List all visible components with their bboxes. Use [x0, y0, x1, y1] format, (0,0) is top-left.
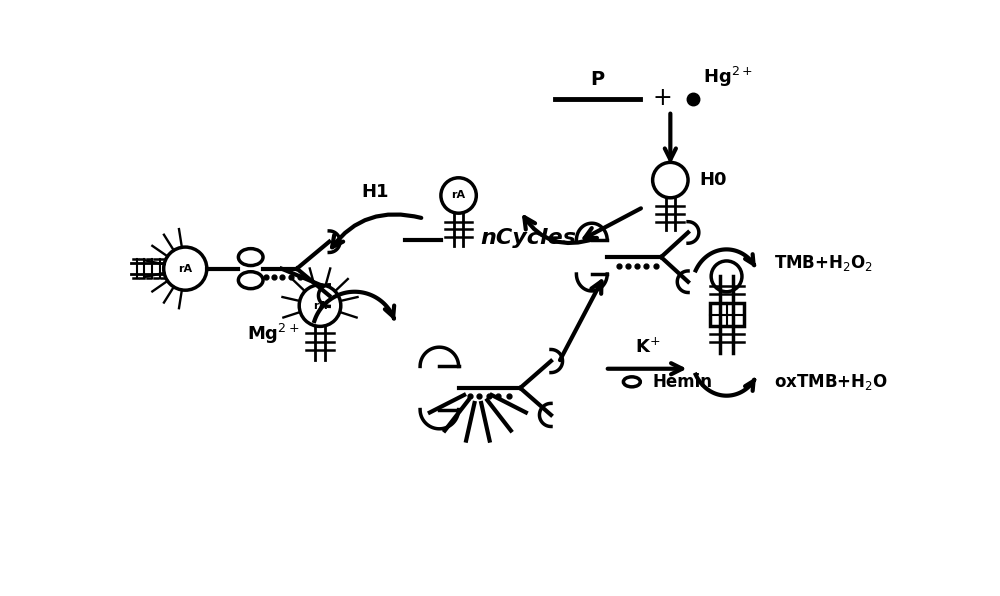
Text: Hg$^{2+}$: Hg$^{2+}$ [703, 65, 753, 89]
Text: H0: H0 [700, 171, 727, 189]
Text: Mg$^{2+}$: Mg$^{2+}$ [247, 322, 300, 346]
Text: Hemin: Hemin [653, 373, 713, 391]
Text: TMB+H$_2$O$_2$: TMB+H$_2$O$_2$ [774, 253, 873, 273]
Text: rA: rA [313, 300, 327, 311]
Text: P: P [590, 70, 604, 89]
Text: H1: H1 [362, 182, 389, 201]
Text: rA: rA [452, 191, 466, 200]
Text: +: + [653, 86, 673, 110]
Text: rA: rA [178, 263, 192, 274]
Bar [710, 303, 744, 327]
Text: nCycles: nCycles [480, 228, 576, 248]
Text: oxTMB+H$_2$O: oxTMB+H$_2$O [774, 372, 888, 392]
Text: K$^{+}$: K$^{+}$ [635, 337, 660, 356]
